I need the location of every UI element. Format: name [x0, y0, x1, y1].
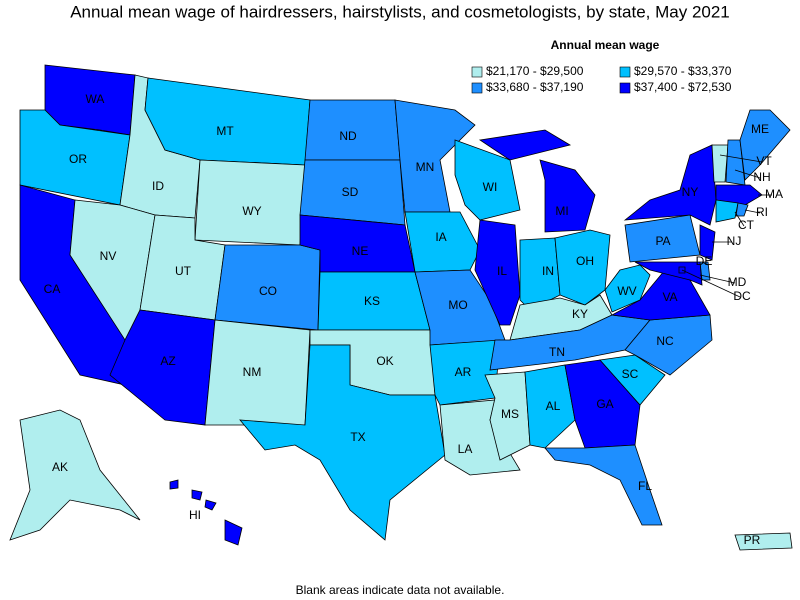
state-label: CO	[259, 284, 277, 298]
state-label: NC	[656, 334, 674, 348]
state-label: NM	[243, 365, 262, 379]
state-label: MI	[555, 204, 568, 218]
legend-label: $29,570 - $33,370	[634, 64, 732, 78]
state-label: AL	[546, 399, 561, 413]
leader-line	[701, 261, 709, 266]
state-label: FL	[638, 479, 652, 493]
state-label: AZ	[160, 354, 175, 368]
state-label: WI	[483, 180, 498, 194]
state-label: MA	[765, 187, 783, 201]
state-shape	[239, 344, 446, 541]
state-label: VT	[756, 154, 772, 168]
state-label: SD	[342, 185, 359, 199]
state-label: RI	[756, 205, 768, 219]
state-label: ME	[751, 122, 769, 136]
state-label: OR	[69, 152, 87, 166]
state-label: VA	[662, 290, 677, 304]
leader-line	[681, 269, 741, 298]
state-label: SC	[622, 367, 639, 381]
state-shape	[715, 199, 739, 223]
state-label: PA	[655, 234, 670, 248]
state-label: NY	[682, 185, 699, 199]
state-shape	[474, 219, 521, 326]
state-shape	[544, 444, 663, 526]
state-label: CT	[738, 218, 755, 232]
legend-swatch	[471, 82, 483, 94]
leader-line	[734, 169, 761, 179]
state-shape	[194, 159, 306, 246]
state-shape	[204, 499, 217, 511]
state-label: MO	[448, 298, 467, 312]
state-label: IA	[435, 230, 446, 244]
state-label: ID	[152, 179, 164, 193]
state-label: AK	[52, 460, 68, 474]
state-label: OK	[376, 354, 393, 368]
state-label: LA	[458, 442, 473, 456]
legend-label: $21,170 - $29,500	[486, 64, 584, 78]
state-shape	[9, 409, 141, 541]
state-shape	[604, 264, 651, 313]
state-label: NJ	[727, 234, 742, 248]
state-label: MT	[216, 124, 234, 138]
state-shape	[711, 144, 729, 183]
state-shape	[404, 211, 481, 273]
state-label: HI	[189, 508, 201, 522]
state-shape	[224, 519, 243, 546]
state-shape	[169, 479, 179, 490]
footnote: Blank areas indicate data not available.	[296, 583, 505, 597]
state-label: DC	[733, 289, 751, 303]
state-shape	[735, 202, 749, 217]
state-label: NE	[352, 244, 369, 258]
state-shape	[524, 364, 576, 449]
state-label: KY	[572, 307, 588, 321]
leader-line	[699, 274, 736, 284]
state-label: TN	[549, 345, 565, 359]
leader-line	[734, 211, 745, 227]
state-shape	[699, 224, 716, 261]
state-label: AR	[455, 365, 472, 379]
state-label: IN	[542, 264, 554, 278]
state-label: GA	[596, 397, 613, 411]
state-label: ND	[339, 129, 357, 143]
state-label: DE	[696, 254, 713, 268]
state-shape	[539, 159, 596, 233]
leader-line	[719, 154, 763, 163]
legend-swatch	[619, 66, 631, 78]
state-label: WY	[242, 204, 261, 218]
state-label: UT	[175, 264, 192, 278]
state-label: PR	[744, 533, 761, 547]
state-label: IL	[497, 264, 507, 278]
legend-title: Annual mean wage	[551, 38, 660, 52]
state-shape	[734, 532, 793, 551]
map-title: Annual mean wage of hairdressers, hairst…	[70, 2, 730, 21]
state-label: WA	[86, 92, 105, 106]
state-label: MS	[501, 407, 519, 421]
state-label: MD	[728, 275, 747, 289]
state-label: OH	[576, 254, 594, 268]
legend-label: $37,400 - $72,530	[634, 80, 732, 94]
state-label: CA	[44, 282, 61, 296]
state-label: NV	[100, 249, 117, 263]
state-label: WV	[617, 284, 636, 298]
state-label: KS	[364, 294, 380, 308]
legend-swatch	[471, 66, 483, 78]
state-shape	[191, 489, 203, 501]
state-label: TX	[350, 430, 365, 444]
state-shape	[394, 99, 476, 213]
legend-label: $33,680 - $37,190	[486, 80, 584, 94]
state-shape	[478, 129, 572, 161]
state-label: MN	[416, 160, 435, 174]
state-shape	[715, 184, 763, 206]
state-shape	[599, 354, 666, 406]
leader-line	[744, 209, 761, 214]
state-shape	[429, 339, 501, 406]
state-shape	[623, 144, 717, 226]
legend-swatch	[619, 82, 631, 94]
state-label: NH	[753, 170, 770, 184]
state-shape	[739, 109, 791, 181]
